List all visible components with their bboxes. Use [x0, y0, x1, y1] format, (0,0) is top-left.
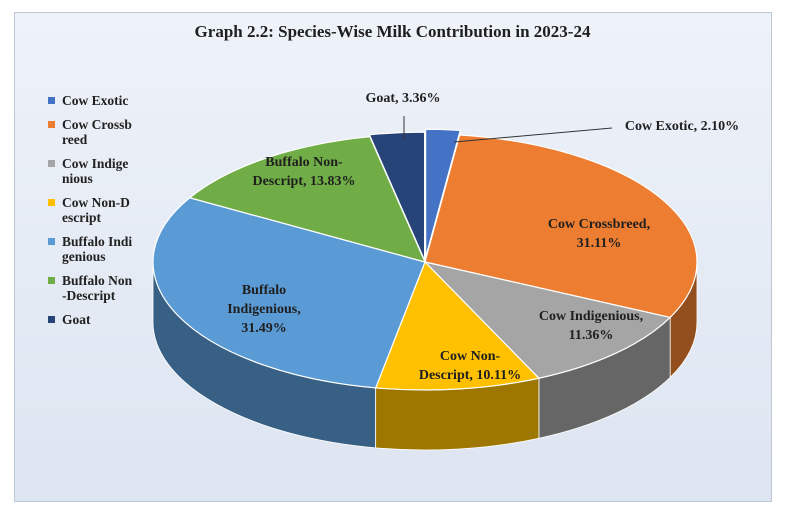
- legend-swatch: [48, 159, 55, 167]
- legend: Cow Exotic Cow Crossbreed Cow Indigenious C…: [48, 93, 158, 335]
- data-label-line: Descript, 13.83%: [252, 174, 355, 189]
- data-label-cow-exotic: Cow Exotic, 2.10%: [625, 119, 739, 134]
- legend-item-cow-crossbreed: Cow Crossbreed: [48, 117, 158, 148]
- data-label-line: Buffalo Non-: [265, 155, 343, 170]
- legend-label: Cow Crossbreed: [62, 116, 132, 148]
- data-label-cow-indigenious: Cow Indigenious, 11.36%: [539, 309, 643, 343]
- data-label-line: Cow Indigenious,: [539, 309, 643, 324]
- legend-swatch: [48, 120, 55, 128]
- data-label-line: Descript, 10.11%: [419, 368, 521, 383]
- data-label-line: Goat, 3.36%: [365, 91, 440, 106]
- data-label-line: 11.36%: [569, 328, 614, 343]
- legend-label: Cow Exotic: [62, 93, 129, 108]
- legend-label: Goat: [62, 311, 91, 327]
- data-label-line: Cow Crossbreed,: [548, 217, 650, 232]
- data-label-goat: Goat, 3.36%: [365, 91, 440, 106]
- legend-swatch: [48, 198, 55, 206]
- legend-item-cow-indigenious: Cow Indigenious: [48, 156, 158, 187]
- data-label-line: Indigenious,: [227, 302, 301, 317]
- pie-slice-goat: [368, 131, 426, 261]
- data-label-line: 31.11%: [577, 236, 622, 251]
- pie-slice-buffalo-non-descript: [188, 136, 427, 263]
- pie-slice-cow-crossbreed: [424, 134, 698, 319]
- data-label-cow-crossbreed: Cow Crossbreed, 31.11%: [548, 217, 650, 251]
- pie-slice-buffalo-indigenious: [152, 197, 426, 389]
- pie-slice-cow-indigenious: [423, 260, 672, 379]
- legend-item-buffalo-non-descript: Buffalo Non-Descript: [48, 273, 158, 304]
- legend-swatch: [48, 276, 55, 284]
- data-label-line: Cow Non-: [440, 349, 501, 364]
- legend-swatch: [48, 315, 55, 323]
- data-label-line: 31.49%: [241, 321, 287, 336]
- data-label-line: Buffalo: [242, 283, 286, 298]
- leader-line-cow-exotic: [453, 127, 613, 143]
- legend-label: Cow Non-Descript: [62, 194, 130, 226]
- legend-label: Cow Indigenious: [62, 155, 129, 187]
- legend-swatch: [48, 97, 55, 104]
- data-label-buffalo-indigenious: Buffalo Indigenious, 31.49%: [227, 283, 301, 336]
- data-label-cow-non-descript: Cow Non- Descript, 10.11%: [419, 349, 521, 383]
- data-label-line: Cow Exotic, 2.10%: [625, 119, 739, 134]
- pie-slices: [152, 128, 698, 391]
- legend-item-buffalo-indigenious: Buffalo Indigenious: [48, 234, 158, 265]
- legend-label: Buffalo Indigenious: [62, 233, 133, 265]
- legend-item-cow-exotic: Cow Exotic: [48, 93, 158, 109]
- data-labels: Cow Exotic, 2.10%Cow Crossbreed, 31.11%Co…: [227, 91, 739, 383]
- chart-title: Graph 2.2: Species-Wise Milk Contributio…: [194, 22, 591, 41]
- pie-slice-cow-non-descript: [374, 260, 541, 391]
- legend-swatch: [48, 237, 55, 245]
- pie-slice-cow-exotic: [425, 128, 462, 258]
- legend-label: Buffalo Non-Descript: [62, 272, 133, 304]
- data-label-buffalo-non-descript: Buffalo Non- Descript, 13.83%: [252, 155, 355, 189]
- legend-item-goat: Goat: [48, 312, 158, 328]
- legend-item-cow-non-descript: Cow Non-Descript: [48, 195, 158, 226]
